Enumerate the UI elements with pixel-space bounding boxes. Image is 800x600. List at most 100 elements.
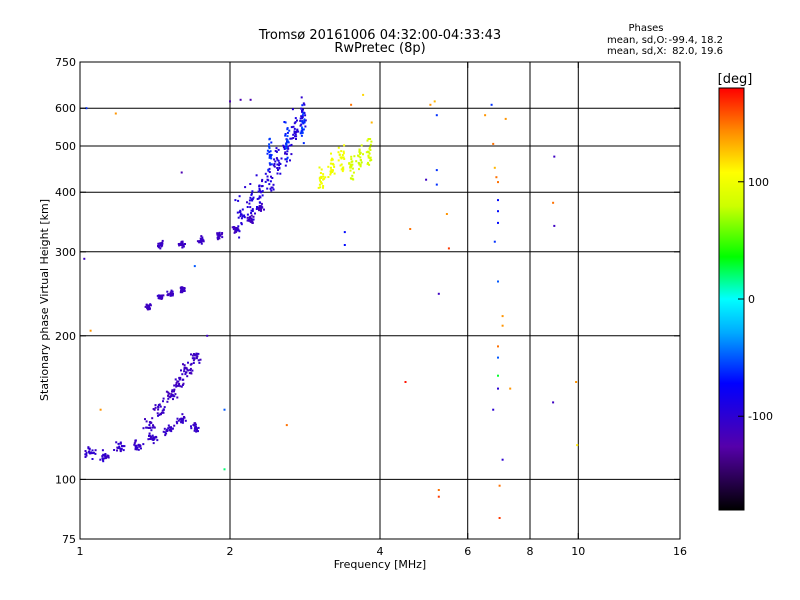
data-point — [293, 131, 296, 134]
data-point — [362, 153, 364, 156]
x-axis-label: Frequency [MHz] — [334, 558, 426, 571]
data-point — [162, 397, 165, 400]
data-point — [180, 171, 183, 174]
data-point — [437, 292, 440, 295]
data-point — [435, 114, 438, 117]
data-point — [101, 458, 104, 461]
data-point — [173, 388, 176, 391]
data-point — [167, 397, 170, 400]
data-point — [250, 214, 253, 217]
data-point — [181, 242, 184, 245]
data-point — [268, 147, 271, 150]
data-point — [292, 137, 295, 139]
data-point — [157, 242, 160, 245]
data-point — [433, 100, 436, 103]
data-point — [493, 166, 496, 169]
data-point — [301, 121, 304, 124]
data-point — [269, 187, 272, 190]
data-point — [497, 345, 499, 348]
data-point — [182, 378, 185, 381]
data-points — [83, 93, 579, 519]
data-point — [359, 152, 361, 155]
data-point — [261, 178, 264, 181]
data-point — [301, 126, 303, 129]
data-point — [193, 422, 196, 425]
data-point — [249, 98, 252, 101]
data-point — [103, 457, 106, 460]
data-point — [301, 117, 303, 120]
data-point — [179, 385, 182, 388]
data-point — [149, 304, 152, 307]
data-point — [291, 108, 294, 111]
data-point — [288, 144, 291, 147]
data-point — [157, 294, 160, 297]
data-point — [269, 156, 272, 159]
data-point — [105, 456, 108, 459]
data-point — [191, 357, 194, 360]
data-point — [276, 167, 279, 169]
colorbar-ticks: -100 0 100 — [738, 176, 773, 423]
data-point — [299, 117, 302, 120]
data-point — [91, 449, 94, 452]
data-point — [355, 160, 358, 163]
data-point — [113, 449, 116, 451]
data-point — [174, 378, 177, 381]
data-point — [277, 148, 280, 151]
data-point — [343, 244, 346, 246]
data-point — [333, 172, 336, 175]
data-point — [248, 202, 251, 205]
data-point — [180, 385, 183, 388]
data-point — [300, 130, 303, 133]
data-point — [320, 182, 323, 185]
data-point — [246, 219, 249, 222]
data-point — [286, 145, 289, 148]
data-point — [216, 238, 219, 241]
data-point — [490, 103, 493, 106]
data-point — [240, 223, 243, 226]
data-point — [369, 143, 372, 146]
data-point — [260, 185, 263, 188]
data-point — [160, 413, 162, 416]
x-tick-label: 1 — [77, 545, 84, 558]
data-point — [229, 100, 231, 103]
plot-grid — [80, 62, 680, 539]
data-point — [497, 387, 499, 390]
phase-stats-heading: Phases — [628, 23, 663, 34]
data-point — [169, 426, 172, 429]
data-point — [258, 205, 261, 208]
x-tick-label: 8 — [527, 545, 534, 558]
data-point — [239, 213, 242, 216]
data-point — [85, 107, 88, 110]
data-point — [300, 134, 303, 137]
data-point — [181, 373, 184, 376]
data-point — [359, 156, 362, 159]
data-point — [246, 213, 249, 216]
y-tick-label: 750 — [55, 56, 76, 69]
data-point — [252, 215, 255, 218]
data-point — [237, 225, 240, 228]
data-point — [286, 135, 289, 138]
data-point — [320, 176, 323, 179]
data-point — [261, 206, 264, 209]
data-point — [168, 429, 171, 432]
data-point — [134, 446, 137, 449]
data-point — [134, 448, 137, 451]
data-point — [83, 257, 86, 260]
data-point — [99, 408, 102, 411]
data-point — [358, 168, 360, 171]
data-point — [246, 206, 249, 208]
data-point — [156, 294, 159, 297]
data-point — [89, 451, 92, 454]
data-point — [249, 206, 252, 209]
data-point — [302, 128, 305, 131]
data-point — [193, 429, 196, 432]
data-point — [365, 151, 368, 154]
data-point — [118, 446, 121, 449]
data-point — [285, 144, 288, 147]
data-point — [295, 135, 298, 138]
data-point — [250, 209, 253, 212]
data-point — [148, 424, 151, 426]
data-point — [331, 158, 334, 161]
phase-stats-o-label: mean, sd,O: — [607, 35, 668, 46]
data-point — [145, 420, 148, 423]
